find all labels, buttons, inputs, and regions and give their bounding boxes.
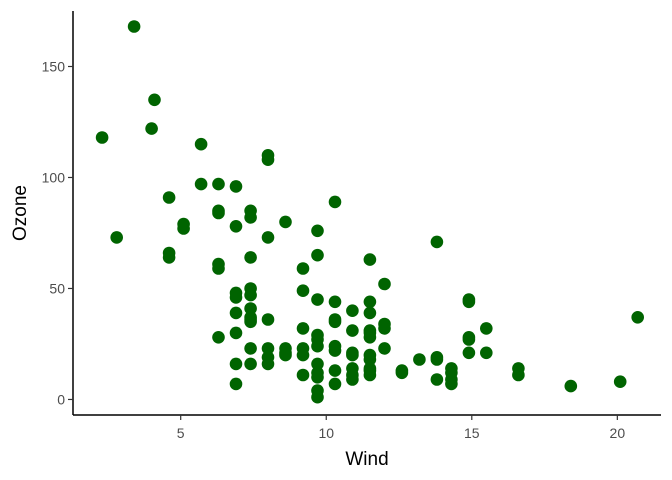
data-point-21 xyxy=(110,231,123,244)
data-point-80 xyxy=(279,348,292,362)
data-point-113 xyxy=(328,377,342,391)
data-point-86 xyxy=(363,353,377,366)
data-point-67 xyxy=(462,333,476,346)
data-point-15 xyxy=(244,211,257,224)
data-point-46 xyxy=(363,306,377,320)
y-tick-label-2: 100 xyxy=(42,169,66,185)
data-point-37 xyxy=(229,291,243,304)
data-point-53 xyxy=(328,315,342,329)
data-point-44 xyxy=(346,304,359,318)
data-point-63 xyxy=(212,331,225,344)
data-point-71 xyxy=(261,342,275,355)
x-tick-label-1: 10 xyxy=(318,425,334,441)
data-point-114 xyxy=(445,377,458,391)
data-point-6 xyxy=(261,153,275,166)
data-point-36 xyxy=(244,288,257,302)
data-point-83 xyxy=(296,348,310,362)
data-point-30 xyxy=(212,262,225,275)
data-point-0 xyxy=(127,20,141,33)
x-tick-label-2: 15 xyxy=(464,425,480,441)
data-point-43 xyxy=(244,302,257,315)
data-point-55 xyxy=(378,322,391,335)
data-point-106 xyxy=(512,368,525,382)
data-point-112 xyxy=(229,377,243,391)
data-point-22 xyxy=(261,231,275,244)
data-point-41 xyxy=(363,295,377,309)
data-points xyxy=(95,20,644,404)
data-point-111 xyxy=(613,375,627,389)
data-point-64 xyxy=(363,331,377,344)
data-point-101 xyxy=(395,366,409,380)
data-point-57 xyxy=(480,322,493,335)
data-point-34 xyxy=(296,284,310,298)
data-point-42 xyxy=(462,295,476,309)
data-point-16 xyxy=(279,215,292,229)
data-point-11 xyxy=(328,195,342,209)
data-point-40 xyxy=(328,295,342,309)
data-point-56 xyxy=(296,322,310,335)
data-point-32 xyxy=(378,277,391,291)
data-point-97 xyxy=(328,364,342,377)
data-point-9 xyxy=(229,180,243,193)
data-point-18 xyxy=(229,220,243,233)
data-point-81 xyxy=(346,348,359,362)
x-axis-ticks: 5 10 15 20 xyxy=(177,415,626,441)
data-point-19 xyxy=(177,222,190,235)
data-point-28 xyxy=(363,253,377,266)
data-point-89 xyxy=(229,357,243,371)
data-point-50 xyxy=(261,313,275,326)
data-point-4 xyxy=(194,137,208,151)
data-point-8 xyxy=(212,177,225,191)
data-point-25 xyxy=(311,248,324,262)
data-point-107 xyxy=(311,371,324,384)
data-point-75 xyxy=(328,344,342,357)
data-point-14 xyxy=(212,206,225,220)
y-axis-ticks: 0 50 100 150 xyxy=(42,58,73,407)
data-point-7 xyxy=(194,177,208,191)
data-point-88 xyxy=(430,353,444,366)
data-point-115 xyxy=(564,379,578,393)
y-tick-label-0: 0 xyxy=(57,391,65,407)
data-point-91 xyxy=(261,357,275,371)
data-point-92 xyxy=(311,357,324,371)
data-point-1 xyxy=(148,93,161,107)
data-point-23 xyxy=(430,235,444,249)
data-point-31 xyxy=(296,262,310,275)
data-point-117 xyxy=(311,390,324,404)
data-point-90 xyxy=(244,357,257,371)
data-point-3 xyxy=(95,131,109,144)
y-axis-title: Ozone xyxy=(10,185,31,241)
data-point-109 xyxy=(430,373,444,386)
data-point-10 xyxy=(162,191,176,204)
x-tick-label-3: 20 xyxy=(610,425,626,441)
data-point-74 xyxy=(378,342,391,355)
data-point-108 xyxy=(346,373,359,386)
y-tick-label-3: 150 xyxy=(42,58,66,74)
y-tick-label-1: 50 xyxy=(49,280,65,296)
data-point-45 xyxy=(229,306,243,320)
data-point-58 xyxy=(346,324,359,337)
data-point-60 xyxy=(229,326,243,340)
data-point-105 xyxy=(363,368,377,382)
data-point-87 xyxy=(413,353,426,366)
data-point-20 xyxy=(311,224,324,238)
data-point-52 xyxy=(244,315,257,329)
data-point-69 xyxy=(311,339,324,353)
x-axis-title: Wind xyxy=(345,449,388,470)
data-point-2 xyxy=(145,122,158,135)
data-point-48 xyxy=(631,311,644,324)
data-point-27 xyxy=(244,251,257,264)
data-point-79 xyxy=(480,346,493,360)
data-point-70 xyxy=(244,342,257,355)
data-point-26 xyxy=(162,251,176,264)
data-point-38 xyxy=(311,293,324,306)
data-point-103 xyxy=(296,368,310,382)
x-tick-label-0: 5 xyxy=(177,425,185,441)
data-point-78 xyxy=(462,346,476,360)
